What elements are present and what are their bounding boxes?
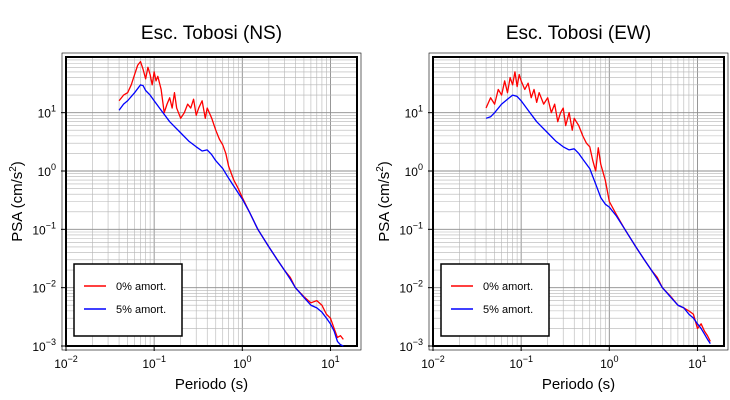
chart-title: Esc. Tobosi (EW) <box>506 23 651 44</box>
y-axis-label-exponent: 2 <box>375 166 386 172</box>
y-tick-exponent: 1 <box>51 104 56 114</box>
legend-label: 5% amort. <box>483 304 533 316</box>
y-tick-label: 10−3 <box>399 337 423 354</box>
x-tick-label: 101 <box>688 354 706 371</box>
y-axis-label-close: ) <box>9 161 26 166</box>
axis-annotation-border <box>428 52 729 351</box>
legend-label: 0% amort. <box>116 281 166 293</box>
plot-frame <box>432 56 725 347</box>
x-tick-exponent: −1 <box>156 354 166 364</box>
chart-title: Esc. Tobosi (NS) <box>141 23 282 44</box>
x-tick-exponent: 0 <box>613 354 618 364</box>
x-tick-label: 100 <box>600 354 618 371</box>
y-axis-label-exponent: 2 <box>8 166 19 172</box>
y-tick-label: 10−1 <box>399 220 423 237</box>
legend-label: 5% amort. <box>116 304 166 316</box>
legend-box <box>440 263 550 337</box>
x-tick-exponent: −2 <box>68 354 78 364</box>
y-tick-label: 10−3 <box>32 337 56 354</box>
y-axis-label: PSA (cm/s2) <box>8 161 26 242</box>
y-tick-exponent: −3 <box>413 337 423 347</box>
legend: 0% amort. 5% amort. <box>73 263 183 337</box>
y-tick-label: 101 <box>38 104 56 121</box>
y-tick-exponent: 0 <box>418 162 423 172</box>
plot-frame <box>65 56 358 347</box>
x-tick-exponent: 1 <box>335 354 340 364</box>
x-tick-label: 100 <box>233 354 251 371</box>
y-axis-label-close: ) <box>376 161 393 166</box>
x-tick-label: 101 <box>321 354 339 371</box>
y-tick-exponent: −2 <box>46 279 56 289</box>
x-tick-label: 10−2 <box>421 354 445 371</box>
axis-annotation-border <box>61 52 362 351</box>
x-axis-label: Periodo (s) <box>542 376 615 393</box>
x-tick-exponent: −1 <box>523 354 533 364</box>
y-tick-label: 10−2 <box>32 279 56 296</box>
y-tick-exponent: 1 <box>418 104 423 114</box>
series-line-damped <box>118 84 344 347</box>
series-line-damped <box>485 94 711 344</box>
x-tick-exponent: 1 <box>702 354 707 364</box>
legend-label: 0% amort. <box>483 281 533 293</box>
y-tick-exponent: 0 <box>51 162 56 172</box>
x-tick-exponent: −2 <box>435 354 445 364</box>
x-tick-label: 10−1 <box>509 354 533 371</box>
legend: 0% amort. 5% amort. <box>440 263 550 337</box>
x-tick-label: 10−2 <box>54 354 78 371</box>
y-tick-exponent: −2 <box>413 279 423 289</box>
y-tick-label: 101 <box>405 104 423 121</box>
x-tick-exponent: 0 <box>246 354 251 364</box>
y-tick-exponent: −1 <box>413 220 423 230</box>
y-tick-label: 10−1 <box>32 220 56 237</box>
legend-box <box>73 263 183 337</box>
x-tick-label: 10−1 <box>142 354 166 371</box>
y-tick-exponent: −1 <box>46 220 56 230</box>
y-tick-exponent: −3 <box>46 337 56 347</box>
y-tick-label: 100 <box>405 162 423 179</box>
x-axis-label: Periodo (s) <box>175 376 248 393</box>
y-axis-label: PSA (cm/s2) <box>375 161 393 242</box>
y-tick-label: 10−2 <box>399 279 423 296</box>
y-tick-label: 100 <box>38 162 56 179</box>
